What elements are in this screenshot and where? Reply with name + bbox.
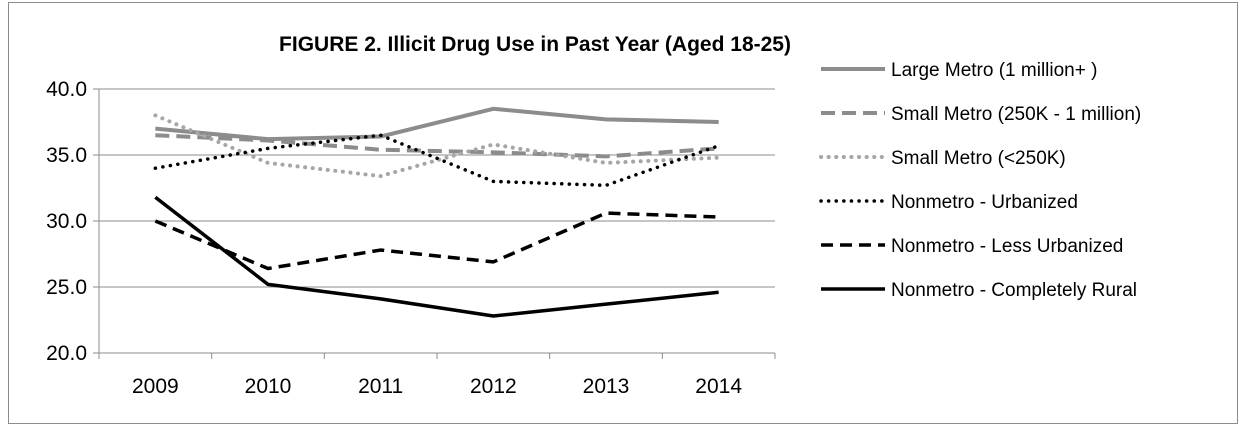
series-line-4: [153, 133, 721, 188]
legend-label: Nonmetro - Urbanized: [891, 192, 1078, 213]
y-tick-label: 20.0: [46, 342, 87, 365]
y-tick-label: 30.0: [46, 210, 87, 233]
series-line-2: [155, 133, 719, 159]
line-chart: 20.0 25.0 30.0 35.0 40.0 2009 2010 2011 2012 2013…: [46, 60, 1141, 398]
x-tick-label: 2010: [245, 375, 292, 398]
legend-label: Nonmetro - Completely Rural: [891, 280, 1137, 301]
legend-label: Nonmetro - Less Urbanized: [891, 236, 1123, 257]
x-tick-label: 2011: [358, 375, 403, 398]
x-tick-label: 2009: [132, 375, 179, 398]
axes: 20.0 25.0 30.0 35.0 40.0 2009 2010 2011 2012 2013…: [46, 78, 776, 398]
series-line-6: [154, 195, 719, 318]
legend-label: Small Metro (250K - 1 million): [891, 104, 1141, 125]
y-tick-label: 35.0: [46, 144, 87, 167]
series-line-5: [154, 211, 719, 271]
chart-title: FIGURE 2. Illicit Drug Use in Past Year …: [279, 33, 791, 56]
y-tick-label: 40.0: [46, 78, 87, 101]
legend-label: Large Metro (1 million+ ): [891, 60, 1097, 81]
x-tick-label: 2012: [470, 375, 517, 398]
legend-label: Small Metro (<250K): [891, 148, 1066, 169]
series-lines: [153, 106, 721, 318]
y-tick-label: 25.0: [46, 276, 87, 299]
series-line-1: [155, 106, 719, 142]
series-line-3: [153, 113, 721, 179]
gridlines: [99, 88, 775, 288]
x-tick-label: 2013: [583, 375, 630, 398]
chart-frame: FIGURE 2. Illicit Drug Use in Past Year …: [8, 2, 1238, 424]
x-tick-label: 2014: [695, 375, 742, 398]
legend: Large Metro (1 million+ ) Small Metro (25…: [819, 60, 1141, 301]
